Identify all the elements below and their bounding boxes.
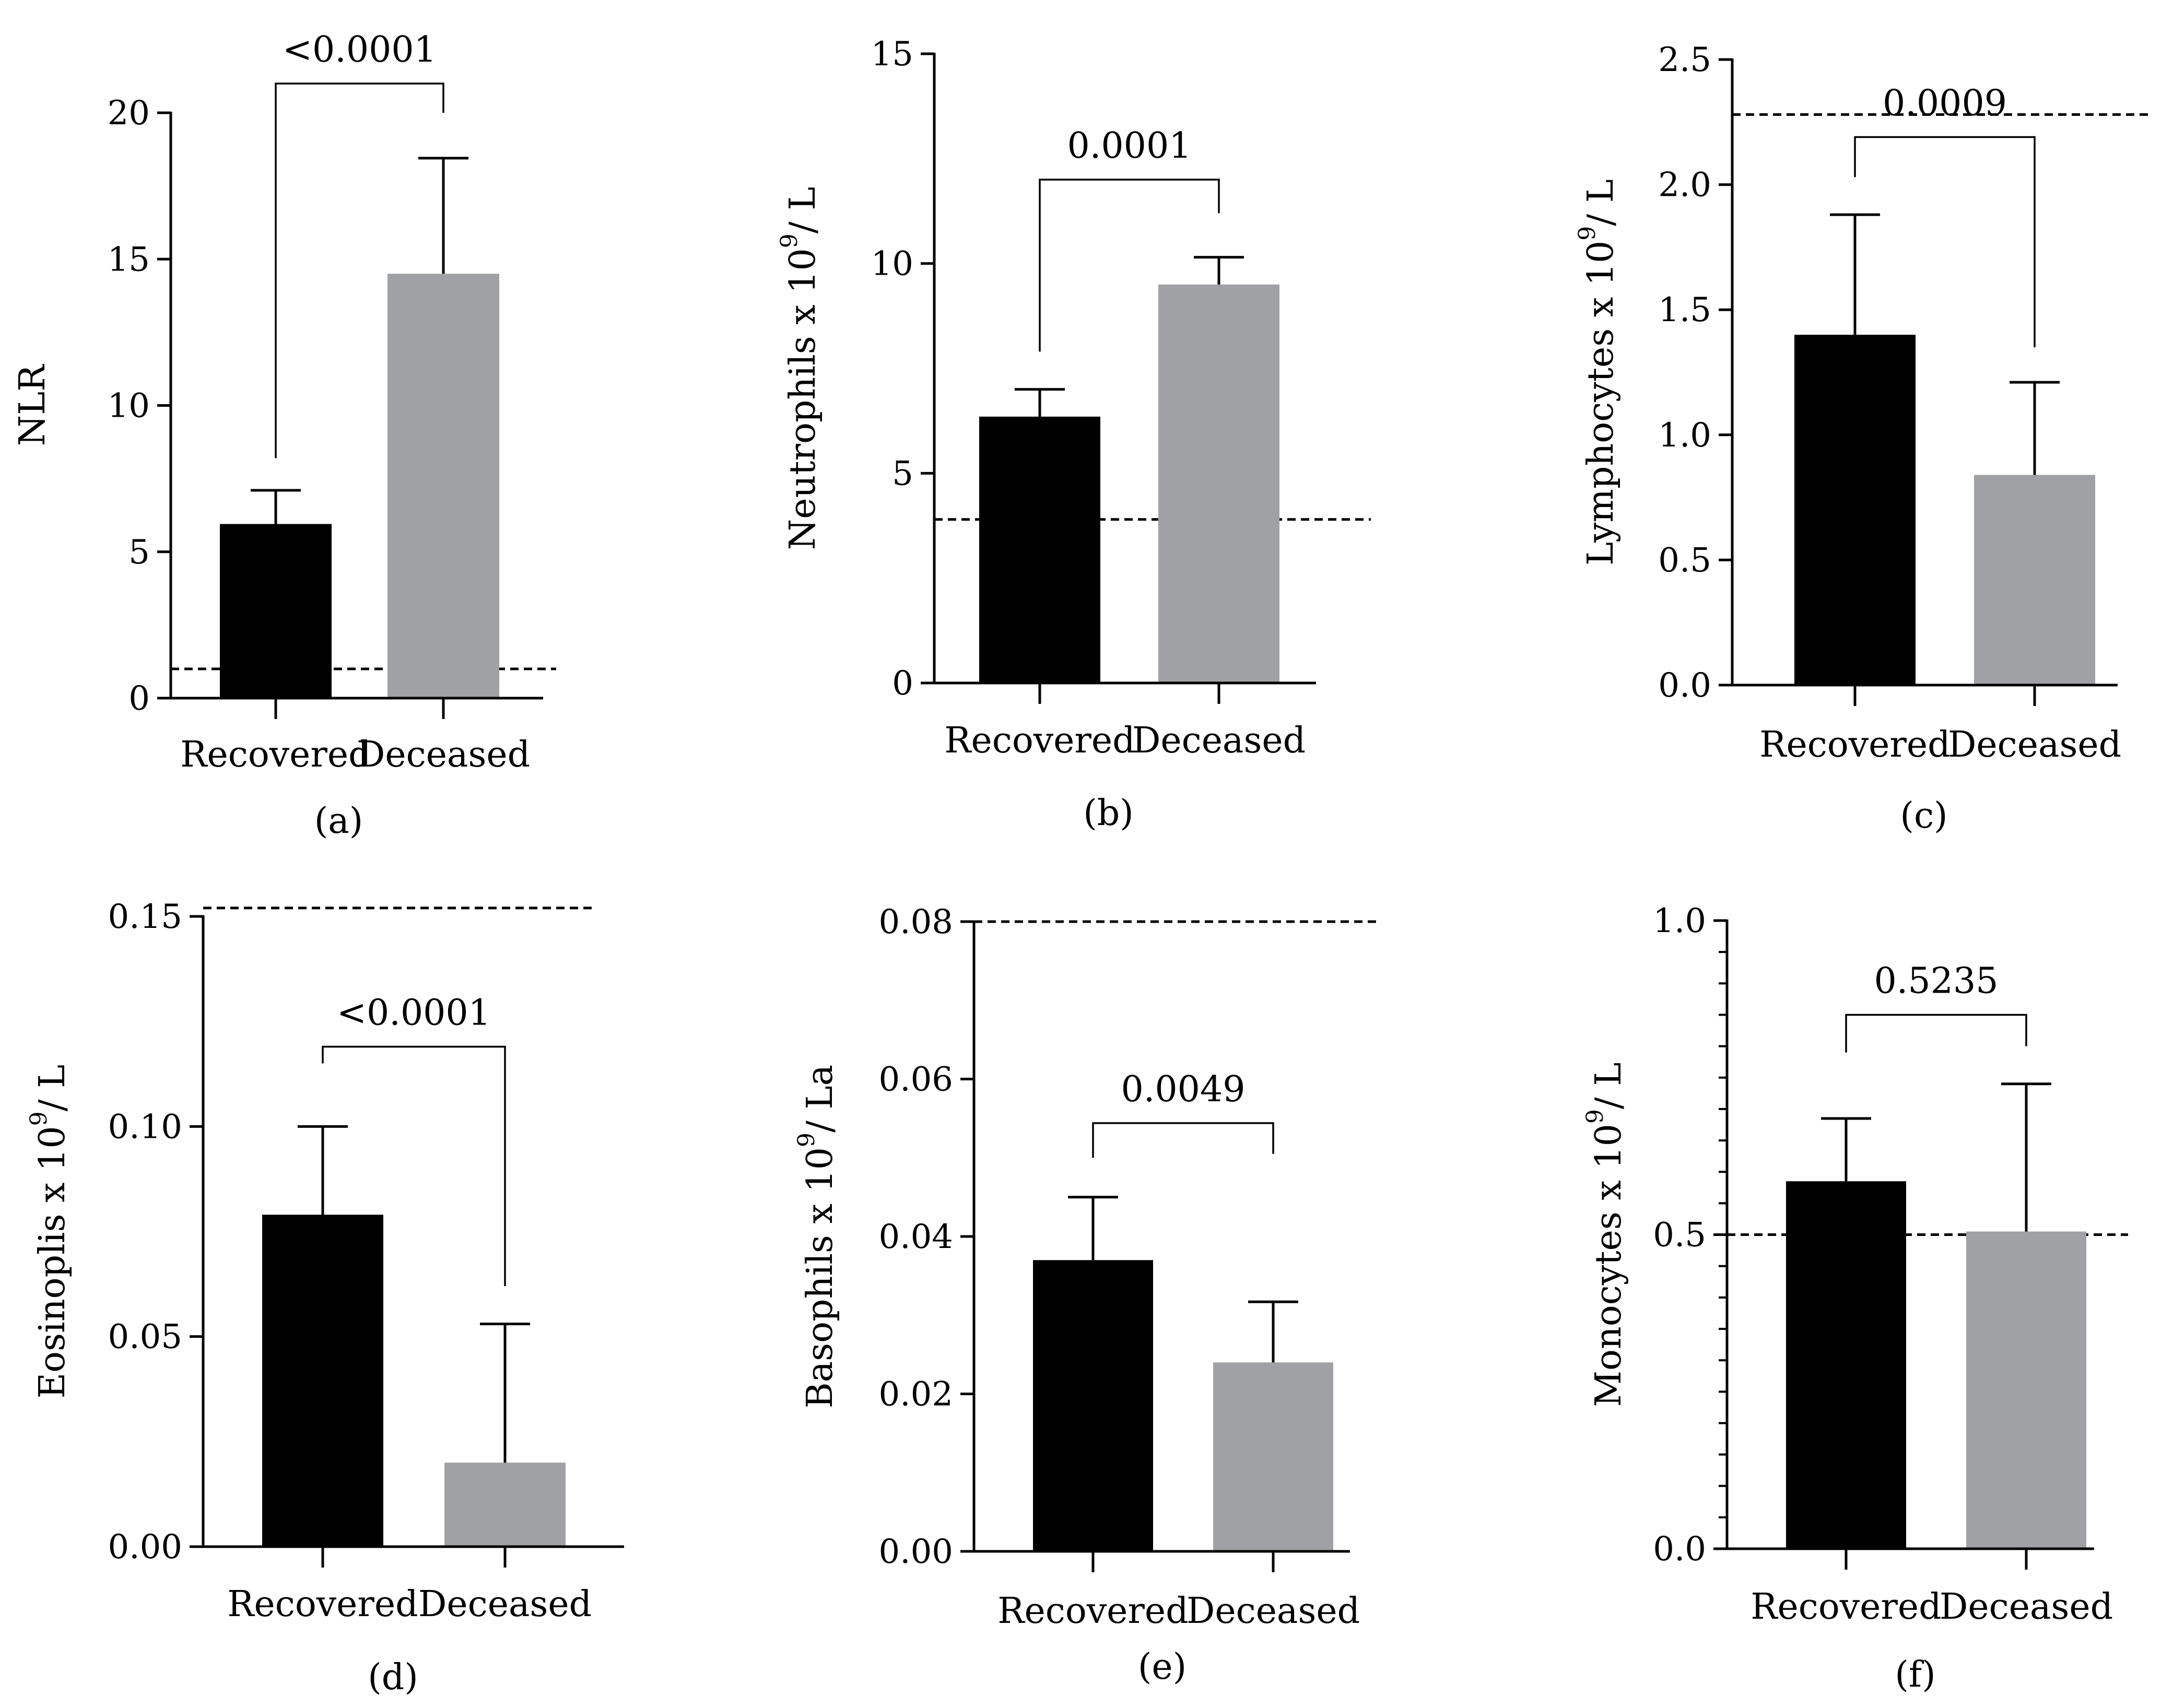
bar-recovered: [979, 416, 1100, 683]
bar-recovered: [1794, 335, 1916, 685]
p-value-label: <0.0001: [283, 29, 437, 70]
bar-recovered: [220, 524, 332, 698]
bar-deceased: [387, 274, 499, 698]
x-category-label: Recovered: [1759, 724, 1950, 765]
bar-recovered: [1786, 1181, 1906, 1549]
panel-label: (c): [1900, 795, 1947, 837]
y-tick-label: 0.5: [1658, 541, 1711, 580]
y-tick-label: 0.04: [879, 1218, 954, 1256]
x-category-label: Recovered: [227, 1584, 418, 1625]
y-tick-label: 5: [892, 454, 913, 493]
significance-bracket: [1092, 1122, 1274, 1158]
y-tick-label: 0.00: [108, 1528, 183, 1566]
p-value-label: 0.0009: [1883, 83, 2007, 124]
panel-d: 0.00 0.05 0.10 0.15 Recovered Deceased <0.0001…: [26, 898, 624, 1698]
y-tick-label: 0.10: [108, 1108, 183, 1146]
y-tick-label: 2.5: [1658, 41, 1711, 79]
y-tick-label: 1.5: [1658, 291, 1711, 329]
y-axis-label: Monocytes x 109/ L: [1582, 1062, 1629, 1407]
significance-bracket: [1854, 136, 2036, 348]
x-category-label: Deceased: [1940, 1586, 2113, 1628]
p-value-label: 0.0049: [1121, 1069, 1246, 1110]
x-category-label: Recovered: [1751, 1586, 1941, 1628]
y-tick-label: 10: [871, 245, 913, 284]
y-tick-label: 1.0: [1653, 902, 1706, 940]
y-axis-label: Basophils x 109/ La: [793, 1065, 841, 1408]
x-category-label: Deceased: [1187, 1591, 1360, 1632]
x-category-label: Recovered: [944, 720, 1135, 761]
p-value-label: <0.0001: [337, 992, 491, 1033]
significance-bracket: [322, 1045, 506, 1287]
y-tick-label: 15: [871, 35, 913, 74]
bar-recovered: [262, 1215, 383, 1547]
bar-deceased: [1158, 284, 1279, 683]
y-axis-label: Neutrophils x 109/ L: [776, 187, 824, 550]
y-tick-label: 0.15: [108, 898, 183, 936]
y-tick-label: 0.5: [1653, 1216, 1706, 1255]
panel-label: (e): [1138, 1646, 1187, 1688]
x-category-label: Deceased: [418, 1584, 592, 1625]
y-tick-label: 5: [128, 533, 150, 572]
y-tick-label: 10: [108, 387, 150, 426]
y-tick-label: 15: [108, 240, 150, 279]
y-tick-label: 0.0: [1653, 1530, 1706, 1569]
x-category-label: Deceased: [1948, 724, 2121, 765]
y-tick-label: 1.0: [1658, 416, 1711, 455]
panel-label: (b): [1083, 793, 1134, 834]
panel-label: (d): [368, 1657, 418, 1698]
bar-recovered: [1033, 1260, 1153, 1551]
y-axis-label: Eosinoplis x 109/ L: [26, 1065, 73, 1399]
y-tick-label: 2.0: [1658, 166, 1711, 205]
panel-label: (a): [314, 800, 363, 842]
bar-deceased: [1974, 475, 2095, 685]
y-tick-label: 0.00: [879, 1533, 954, 1571]
y-tick-label: 0.05: [108, 1318, 183, 1357]
x-category-label: Recovered: [997, 1591, 1188, 1632]
y-axis-label: Lymphocytes x 109/ L: [1574, 179, 1622, 566]
y-axis-label: NLR: [12, 364, 53, 446]
p-value-label: 0.0001: [1067, 125, 1192, 167]
significance-bracket: [1845, 1014, 2027, 1053]
y-tick-label: 0: [892, 664, 913, 703]
y-tick-label: 0.0: [1658, 666, 1711, 705]
significance-bracket: [275, 83, 444, 458]
y-tick-label: 0.06: [879, 1061, 954, 1099]
significance-bracket: [1039, 179, 1220, 352]
x-category-label: Deceased: [1132, 720, 1306, 761]
bar-deceased: [1966, 1231, 2086, 1549]
y-tick-label: 0.02: [879, 1375, 954, 1414]
x-category-label: Deceased: [357, 734, 530, 775]
y-tick-label: 0.08: [879, 903, 954, 941]
y-tick-label: 0: [128, 679, 150, 718]
x-category-label: Recovered: [180, 734, 371, 775]
bar-deceased: [444, 1463, 566, 1547]
bar-deceased: [1213, 1362, 1333, 1551]
p-value-label: 0.5235: [1874, 960, 1999, 1002]
panel-label: (f): [1895, 1654, 1935, 1695]
y-tick-label: 20: [108, 94, 150, 133]
